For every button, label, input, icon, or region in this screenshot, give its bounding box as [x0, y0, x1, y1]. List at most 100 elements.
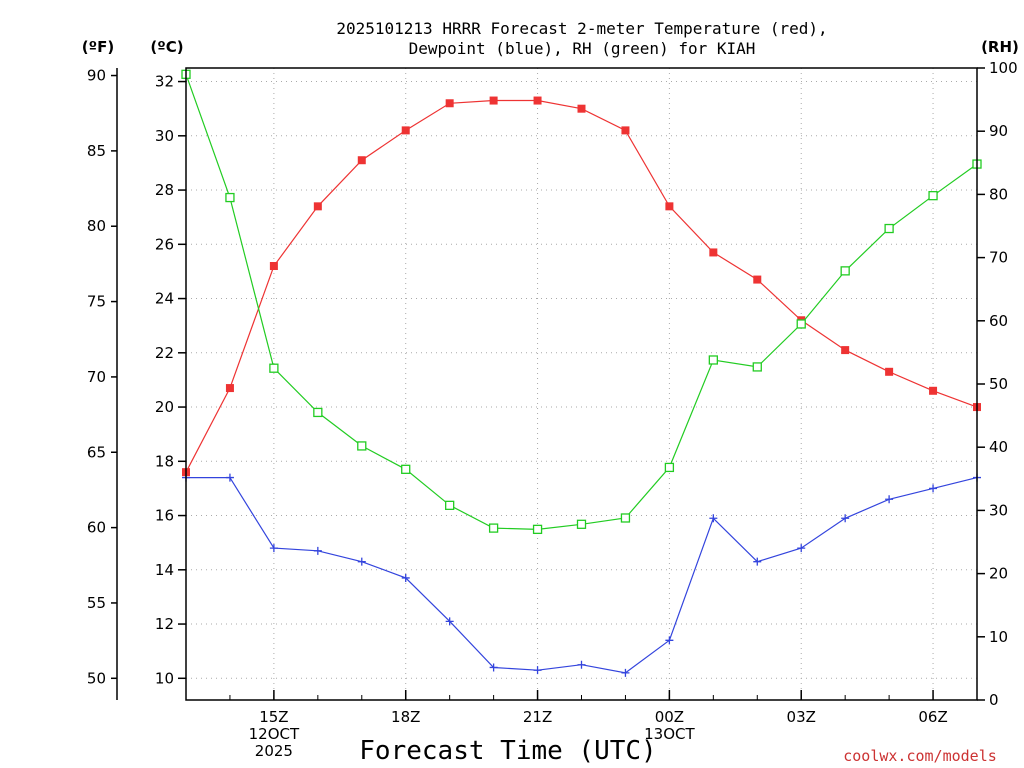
- rh-point: [269, 363, 279, 373]
- celsius-tick-label: 30: [155, 127, 174, 145]
- x-tick-label: 18Z: [391, 708, 420, 726]
- dewpoint-point: [621, 668, 630, 677]
- rh-point: [576, 519, 587, 529]
- dewpoint-point: [445, 617, 454, 626]
- temperature-point: [577, 104, 586, 113]
- dewpoint-point: [753, 557, 762, 566]
- plot-frame: [185, 67, 978, 701]
- fahrenheit-tick-label: 85: [87, 142, 106, 160]
- temperature-point: [885, 367, 894, 376]
- rh-tick-label: 100: [989, 59, 1018, 77]
- dewpoint-point: [489, 663, 498, 672]
- celsius-unit-label: (ºC): [150, 38, 183, 56]
- celsius-tick-label: 28: [155, 181, 174, 199]
- celsius-tick-label: 26: [155, 235, 174, 253]
- credit-label: coolwx.com/models: [843, 747, 997, 765]
- dewpoint-point: [797, 544, 806, 553]
- celsius-tick-label: 24: [155, 290, 174, 308]
- rh-point: [357, 441, 367, 451]
- celsius-axis: 10 12 14 16 18 20 22 24 26 28 30 32: [155, 73, 186, 687]
- fahrenheit-tick-label: 65: [87, 443, 106, 461]
- temperature-point: [225, 384, 234, 393]
- rh-point: [313, 407, 323, 418]
- fahrenheit-tick-label: 75: [87, 293, 106, 311]
- dewpoint-point: [577, 660, 586, 669]
- rh-point: [840, 266, 850, 276]
- chart-title-line-1: 2025101213 HRRR Forecast 2-meter Tempera…: [336, 19, 827, 38]
- celsius-tick-label: 12: [155, 615, 174, 633]
- temperature-point: [753, 275, 762, 284]
- chart-title-line-2: Dewpoint (blue), RH (green) for KIAH: [409, 39, 756, 58]
- temperature-point: [665, 202, 674, 211]
- rh-point: [796, 319, 806, 329]
- rh-point: [752, 362, 762, 372]
- dewpoint-point: [401, 573, 410, 582]
- rh-point: [488, 523, 499, 533]
- x-tick-label: 03Z: [787, 708, 816, 726]
- rh-tick-label: 10: [989, 628, 1008, 646]
- temperature-point: [401, 126, 410, 135]
- celsius-tick-label: 14: [155, 561, 174, 579]
- rh-tick-label: 80: [989, 185, 1008, 203]
- fahrenheit-tick-label: 90: [87, 67, 106, 85]
- rh-tick-label: 30: [989, 501, 1008, 519]
- dewpoint-point: [929, 484, 938, 493]
- temperature-point: [533, 96, 542, 105]
- x-tick-label: 2025: [255, 742, 293, 760]
- celsius-tick-label: 32: [155, 73, 174, 91]
- dewpoint-point: [841, 514, 850, 523]
- temperature-point: [709, 248, 718, 257]
- grid-lines: [186, 68, 977, 700]
- x-tick-label: 21Z: [523, 708, 552, 726]
- temperature-point: [445, 99, 454, 108]
- dewpoint-point: [885, 495, 894, 504]
- fahrenheit-axis: 50 55 60 65 70 75 80 85 90: [87, 67, 118, 700]
- rh-point: [532, 524, 543, 535]
- x-tick-label: 13OCT: [644, 725, 695, 743]
- data-series: [181, 69, 982, 677]
- temperature-point: [357, 156, 366, 165]
- rh-point: [884, 223, 894, 234]
- temperature-point: [269, 262, 278, 271]
- fahrenheit-tick-label: 80: [87, 217, 106, 235]
- rh-point: [708, 355, 718, 365]
- temperature-point: [841, 346, 850, 355]
- rh-unit-label: (RH): [981, 38, 1019, 56]
- celsius-tick-label: 20: [155, 398, 174, 416]
- rh-tick-label: 40: [989, 438, 1008, 456]
- fahrenheit-tick-label: 60: [87, 519, 106, 537]
- fahrenheit-tick-label: 70: [87, 368, 106, 386]
- rh-point: [401, 464, 411, 474]
- dewpoint-point: [225, 473, 234, 482]
- x-tick-label: 00Z: [655, 708, 684, 726]
- fahrenheit-tick-label: 50: [87, 669, 106, 687]
- dewpoint-point: [357, 557, 366, 566]
- x-axis-label: Forecast Time (UTC): [359, 736, 656, 766]
- temperature-line: [185, 99, 978, 473]
- x-tick-label: 12OCT: [249, 725, 300, 743]
- dewpoint-point: [665, 636, 674, 645]
- dewpoint-line: [186, 477, 978, 674]
- temperature-point: [621, 126, 630, 135]
- celsius-tick-label: 18: [155, 452, 174, 470]
- rh-tick-label: 70: [989, 249, 1008, 267]
- celsius-tick-label: 22: [155, 344, 174, 362]
- dewpoint-point: [313, 546, 322, 555]
- rh-point: [620, 513, 631, 523]
- rh-point: [928, 191, 938, 201]
- x-tick-label: 06Z: [918, 708, 947, 726]
- rh-tick-label: 0: [989, 691, 999, 709]
- rh-tick-label: 90: [989, 122, 1008, 140]
- chart-title: 2025101213 HRRR Forecast 2-meter Tempera…: [336, 19, 827, 58]
- dewpoint-point: [533, 666, 542, 675]
- rh-point: [664, 462, 675, 473]
- rh-tick-label: 20: [989, 565, 1008, 583]
- celsius-tick-label: 10: [155, 669, 174, 687]
- rh-tick-label: 60: [989, 312, 1008, 330]
- temperature-point: [313, 202, 322, 211]
- rh-point: [225, 192, 235, 203]
- rh-tick-label: 50: [989, 375, 1008, 393]
- dewpoint-point: [709, 514, 718, 523]
